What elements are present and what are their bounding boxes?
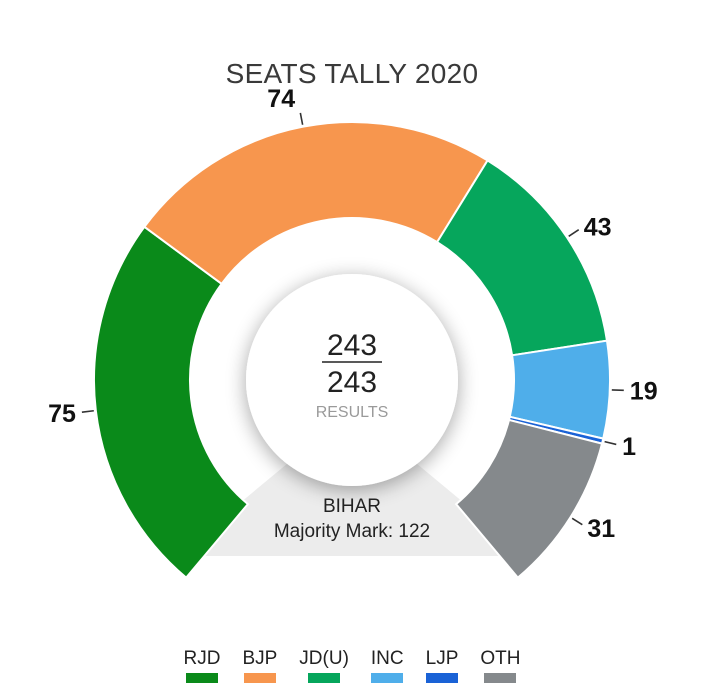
majority-mark: Majority Mark: 122: [274, 521, 430, 542]
leader-line: [81, 409, 94, 413]
segment-bjp: [142, 121, 489, 286]
legend-swatch: [371, 673, 404, 683]
leader-line: [568, 229, 580, 238]
legend-swatch: [426, 673, 459, 683]
value-label: 31: [587, 515, 615, 543]
legend-label: JD(U): [299, 648, 349, 669]
legend-label: LJP: [425, 648, 459, 669]
legend-label: RJD: [183, 648, 221, 669]
center-disc: [246, 274, 458, 486]
legend-swatch: [484, 673, 517, 683]
value-label: 75: [48, 400, 76, 428]
segment-labels: 75 74 43 19 1 31: [48, 85, 657, 543]
legend-item-bjp: BJP: [242, 648, 277, 683]
legend-swatch: [308, 673, 341, 683]
legend-item-ljp: LJP: [425, 648, 459, 683]
legend-item-inc: INC: [371, 648, 404, 683]
center-numerator: 243: [327, 329, 377, 362]
legend-label: OTH: [480, 648, 521, 669]
legend: RJD BJP JD(U) INC LJP OTH: [0, 648, 704, 683]
legend-item-oth: OTH: [480, 648, 521, 683]
legend-label: INC: [370, 648, 404, 669]
value-label: 19: [630, 378, 658, 406]
legend-swatch: [185, 673, 218, 683]
leader-line: [299, 112, 304, 125]
leader-line: [571, 517, 583, 526]
gauge-segments: [93, 121, 611, 580]
center-caption: RESULTS: [316, 404, 389, 421]
leader-line: [604, 440, 617, 446]
chart-title: SEATS TALLY 2020: [225, 58, 479, 89]
center-denominator: 243: [327, 366, 377, 399]
legend-item-jdu: JD(U): [299, 648, 349, 683]
legend-label: BJP: [242, 648, 278, 669]
legend-item-rjd: RJD: [183, 648, 220, 683]
value-label: 1: [622, 433, 636, 461]
state-name: BIHAR: [323, 496, 381, 517]
legend-swatch: [243, 673, 276, 683]
value-label: 43: [584, 213, 612, 241]
value-label: 74: [267, 85, 295, 113]
segment-rjd: [93, 225, 250, 580]
segment-oth: [454, 418, 604, 580]
